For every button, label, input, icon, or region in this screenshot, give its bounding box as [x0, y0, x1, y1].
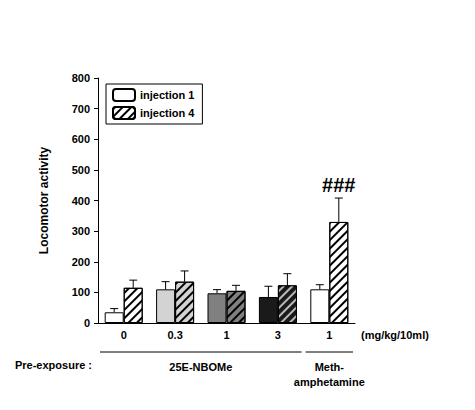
svg-text:(mg/kg/10ml): (mg/kg/10ml)	[361, 329, 429, 341]
svg-text:injection 1: injection 1	[140, 89, 194, 101]
svg-text:100: 100	[72, 286, 90, 298]
svg-text:300: 300	[72, 225, 90, 237]
svg-text:800: 800	[72, 72, 90, 84]
svg-text:injection 4: injection 4	[140, 107, 195, 119]
svg-text:###: ###	[322, 174, 355, 196]
svg-text:Pre-exposure :: Pre-exposure :	[15, 359, 92, 371]
svg-text:600: 600	[72, 133, 90, 145]
svg-text:400: 400	[72, 195, 90, 207]
svg-text:amphetamine: amphetamine	[294, 376, 365, 388]
svg-text:Meth-: Meth-	[315, 361, 345, 373]
svg-text:Locomotor activity: Locomotor activity	[37, 147, 51, 255]
svg-text:1: 1	[223, 329, 229, 341]
svg-text:25E-NBOMe: 25E-NBOMe	[169, 361, 232, 373]
svg-text:0: 0	[121, 329, 127, 341]
svg-text:1: 1	[326, 329, 332, 341]
svg-text:500: 500	[72, 164, 90, 176]
svg-text:700: 700	[72, 103, 90, 115]
svg-text:0.3: 0.3	[167, 329, 182, 341]
svg-text:3: 3	[275, 329, 281, 341]
svg-text:200: 200	[72, 256, 90, 268]
svg-text:0: 0	[84, 317, 90, 329]
